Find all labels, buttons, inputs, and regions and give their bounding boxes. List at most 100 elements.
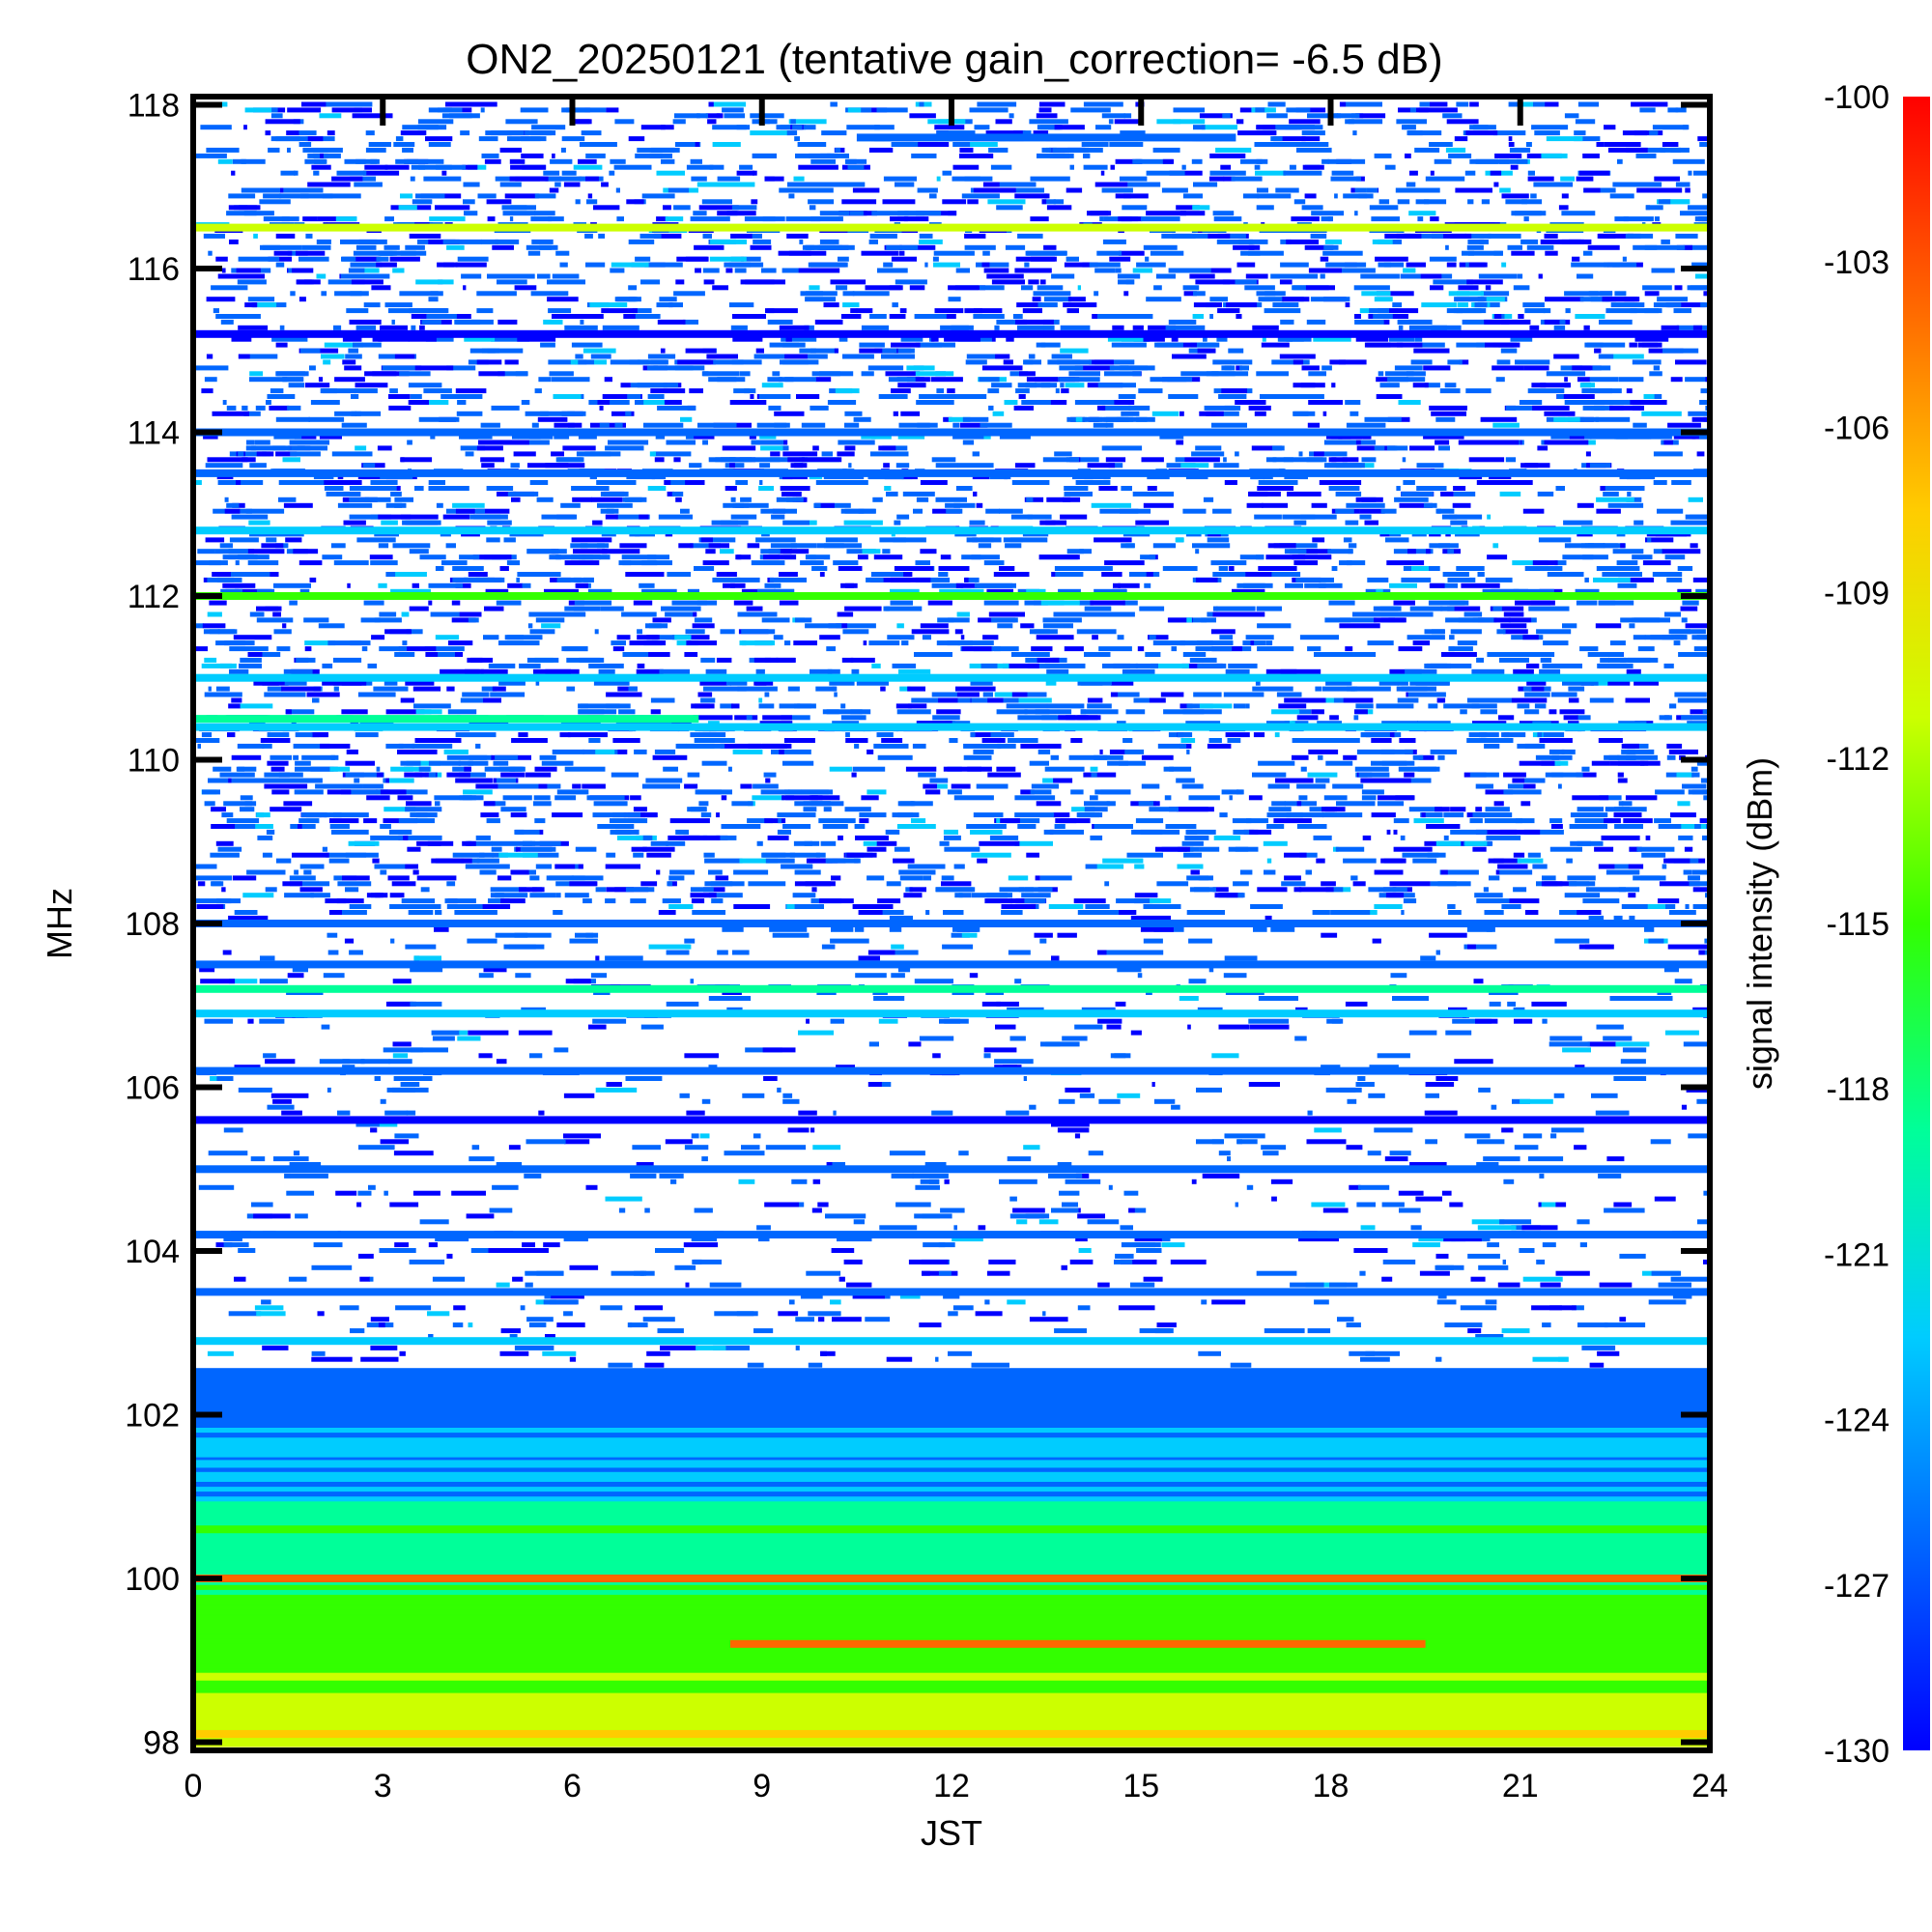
noise-speck [1248, 491, 1268, 497]
noise-speck [1691, 772, 1700, 778]
noise-speck [1630, 400, 1667, 405]
noise-speck [283, 668, 313, 674]
noise-speck [1265, 457, 1277, 463]
noise-speck [886, 244, 919, 250]
noise-speck [1604, 1322, 1646, 1328]
noise-speck [849, 211, 864, 216]
noise-speck [1703, 291, 1710, 297]
noise-speck [1374, 904, 1403, 909]
noise-speck [1042, 457, 1079, 463]
noise-speck [452, 1322, 464, 1328]
noise-speck [1618, 801, 1624, 807]
noise-speck [456, 411, 483, 416]
noise-speck [248, 520, 270, 526]
noise-speck [861, 795, 879, 801]
noise-speck [1280, 239, 1292, 244]
noise-speck [1501, 1328, 1530, 1334]
noise-speck [434, 795, 472, 801]
noise-speck [226, 502, 240, 508]
noise-speck [915, 560, 930, 566]
noise-speck [1564, 400, 1605, 405]
noise-speck [1700, 388, 1710, 394]
noise-speck [1274, 732, 1280, 738]
noise-speck [834, 692, 838, 697]
noise-speck [1217, 233, 1246, 239]
noise-speck [760, 549, 781, 554]
noise-speck [1306, 319, 1326, 325]
noise-speck [285, 537, 302, 543]
noise-speck [317, 1311, 325, 1317]
noise-speck [1435, 1253, 1449, 1259]
noise-speck [642, 846, 675, 852]
noise-speck [1526, 244, 1554, 250]
noise-speck [781, 795, 823, 801]
noise-speck [1258, 566, 1297, 571]
noise-speck [1204, 405, 1241, 411]
noise-speck [462, 692, 490, 697]
noise-speck [1133, 697, 1151, 703]
noise-speck [487, 216, 496, 222]
noise-speck [801, 422, 826, 428]
noise-speck [1264, 869, 1276, 875]
noise-speck [556, 1322, 585, 1328]
noise-speck [492, 840, 532, 846]
noise-speck [791, 1179, 808, 1184]
noise-speck [1148, 325, 1177, 330]
noise-speck [1161, 1242, 1185, 1248]
noise-speck [312, 732, 328, 738]
noise-speck [327, 950, 339, 955]
noise-speck [1703, 1190, 1710, 1196]
noise-speck [848, 463, 852, 469]
noise-speck [906, 577, 931, 582]
noise-speck [1536, 1259, 1546, 1264]
noise-speck [840, 582, 858, 588]
noise-speck [1496, 629, 1506, 635]
noise-speck [1117, 635, 1124, 640]
noise-speck [1653, 549, 1663, 554]
noise-speck [1625, 795, 1658, 801]
noise-speck [253, 1213, 291, 1219]
noise-speck [510, 205, 527, 211]
noise-speck [1605, 486, 1645, 491]
noise-speck [1460, 709, 1467, 715]
noise-speck [1630, 308, 1659, 314]
noise-speck [465, 668, 484, 674]
noise-speck [1597, 1350, 1620, 1356]
noise-speck [1613, 354, 1644, 359]
noise-speck [575, 864, 579, 869]
noise-speck [1165, 824, 1197, 829]
noise-speck [804, 840, 812, 846]
noise-speck [268, 256, 293, 262]
noise-speck [1076, 629, 1117, 635]
noise-speck [284, 893, 314, 898]
noise-speck [1595, 1110, 1630, 1116]
noise-speck [491, 846, 502, 852]
noise-speck [999, 508, 1023, 514]
noise-speck [895, 279, 927, 285]
noise-speck [1514, 1145, 1539, 1151]
noise-speck [932, 715, 960, 721]
noise-speck [845, 738, 868, 743]
noise-speck [762, 1047, 796, 1053]
noise-speck [777, 812, 816, 818]
noise-speck [465, 451, 474, 457]
noise-speck [1562, 1047, 1591, 1053]
noise-speck [1292, 754, 1309, 760]
noise-speck [850, 657, 875, 663]
noise-speck [1006, 703, 1048, 709]
noise-speck [872, 497, 883, 502]
noise-speck [1584, 342, 1604, 348]
noise-speck [355, 1122, 380, 1127]
noise-speck [1417, 766, 1440, 772]
noise-speck [1051, 572, 1056, 577]
noise-speck [1182, 709, 1222, 715]
noise-speck [1418, 754, 1435, 760]
noise-speck [1645, 205, 1663, 211]
noise-speck [1517, 273, 1523, 279]
noise-speck [398, 864, 418, 869]
noise-speck [1454, 1059, 1493, 1065]
noise-speck [608, 1362, 633, 1368]
noise-speck [1171, 1104, 1180, 1110]
noise-speck [593, 680, 630, 686]
noise-speck [1176, 205, 1200, 211]
